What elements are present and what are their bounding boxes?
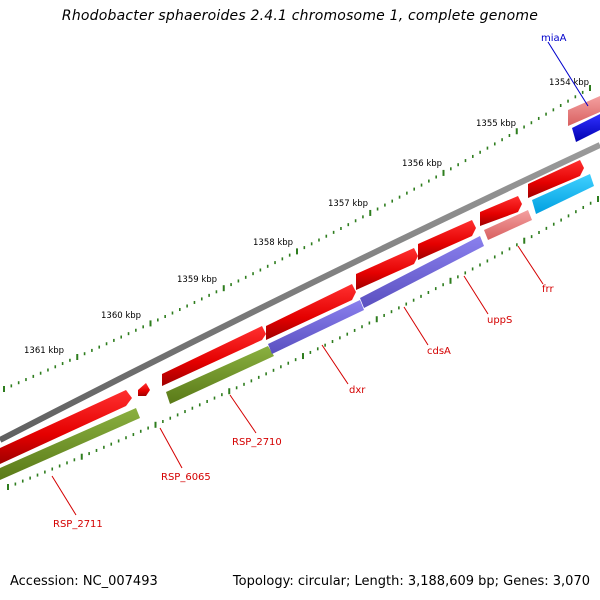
leader-line-rsp2711 [51,475,77,516]
category-row-genes [0,114,600,480]
chromosome-backbone [0,142,600,443]
gene-arrow-miaA-forward[interactable] [568,96,600,126]
kbp-label: 1356 kbp [402,159,442,169]
gene-bar-dxr[interactable] [268,300,364,354]
kbp-label: 1355 kbp [476,119,516,129]
gene-arrow-uppS[interactable] [418,220,476,260]
gene-bar-frr[interactable] [532,174,594,214]
gene-arrow-rsp2710[interactable] [162,326,266,386]
ruler-ticks [3,85,599,490]
gene-arrow-dxr[interactable] [266,284,356,340]
forward-strand-genes [0,96,600,464]
leader-line-miaA [547,41,589,107]
genome-summary-text: Topology: circular; Length: 3,188,609 bp… [232,574,590,589]
leader-line-uppS [463,275,489,315]
kbp-label: 1354 kbp [549,78,589,88]
gene-arrow-rsp2711-forward[interactable] [0,390,132,464]
gene-bar-miaA[interactable] [572,114,600,142]
gene-label-uppS[interactable]: uppS [487,315,512,326]
kbp-label: 1360 kbp [101,311,141,321]
gene-label-rsp6065[interactable]: RSP_6065 [161,472,211,483]
leader-line-cdsA [403,306,429,346]
gene-label-frr[interactable]: frr [542,284,554,295]
gene-bar-rsp2711[interactable] [0,408,140,480]
kbp-labels: 1354 kbp 1355 kbp 1356 kbp 1357 kbp 1358… [24,78,589,356]
gene-bar-uppS[interactable] [484,210,532,240]
leader-line-dxr [321,344,349,385]
page-title: Rhodobacter sphaeroides 2.4.1 chromosome… [61,8,539,24]
leader-line-frr [517,245,544,285]
gene-label-rsp2710[interactable]: RSP_2710 [232,437,282,448]
gene-arrow-rsp6065[interactable] [138,383,150,396]
gene-bar-cdsA[interactable] [360,236,484,308]
gene-arrow-frr[interactable] [480,196,522,226]
kbp-label: 1359 kbp [177,275,217,285]
accession-text: Accession: NC_007493 [10,574,158,589]
gene-label-rsp2711[interactable]: RSP_2711 [53,519,103,530]
leader-line-rsp6065 [159,427,183,469]
kbp-label: 1361 kbp [24,346,64,356]
kbp-label: 1357 kbp [328,199,368,209]
gene-arrow-next[interactable] [528,160,584,198]
gene-label-leaders [51,41,589,516]
leader-line-rsp2710 [229,394,257,434]
gene-arrow-cdsA[interactable] [356,248,418,290]
kbp-label: 1358 kbp [253,238,293,248]
gene-label-dxr[interactable]: dxr [349,385,366,396]
gene-bar-rsp2710[interactable] [166,346,274,404]
gene-labels: miaA frr uppS cdsA dxr RSP_2710 RSP_6065… [53,33,567,530]
gene-label-miaA[interactable]: miaA [541,33,567,44]
gene-label-cdsA[interactable]: cdsA [427,346,451,357]
